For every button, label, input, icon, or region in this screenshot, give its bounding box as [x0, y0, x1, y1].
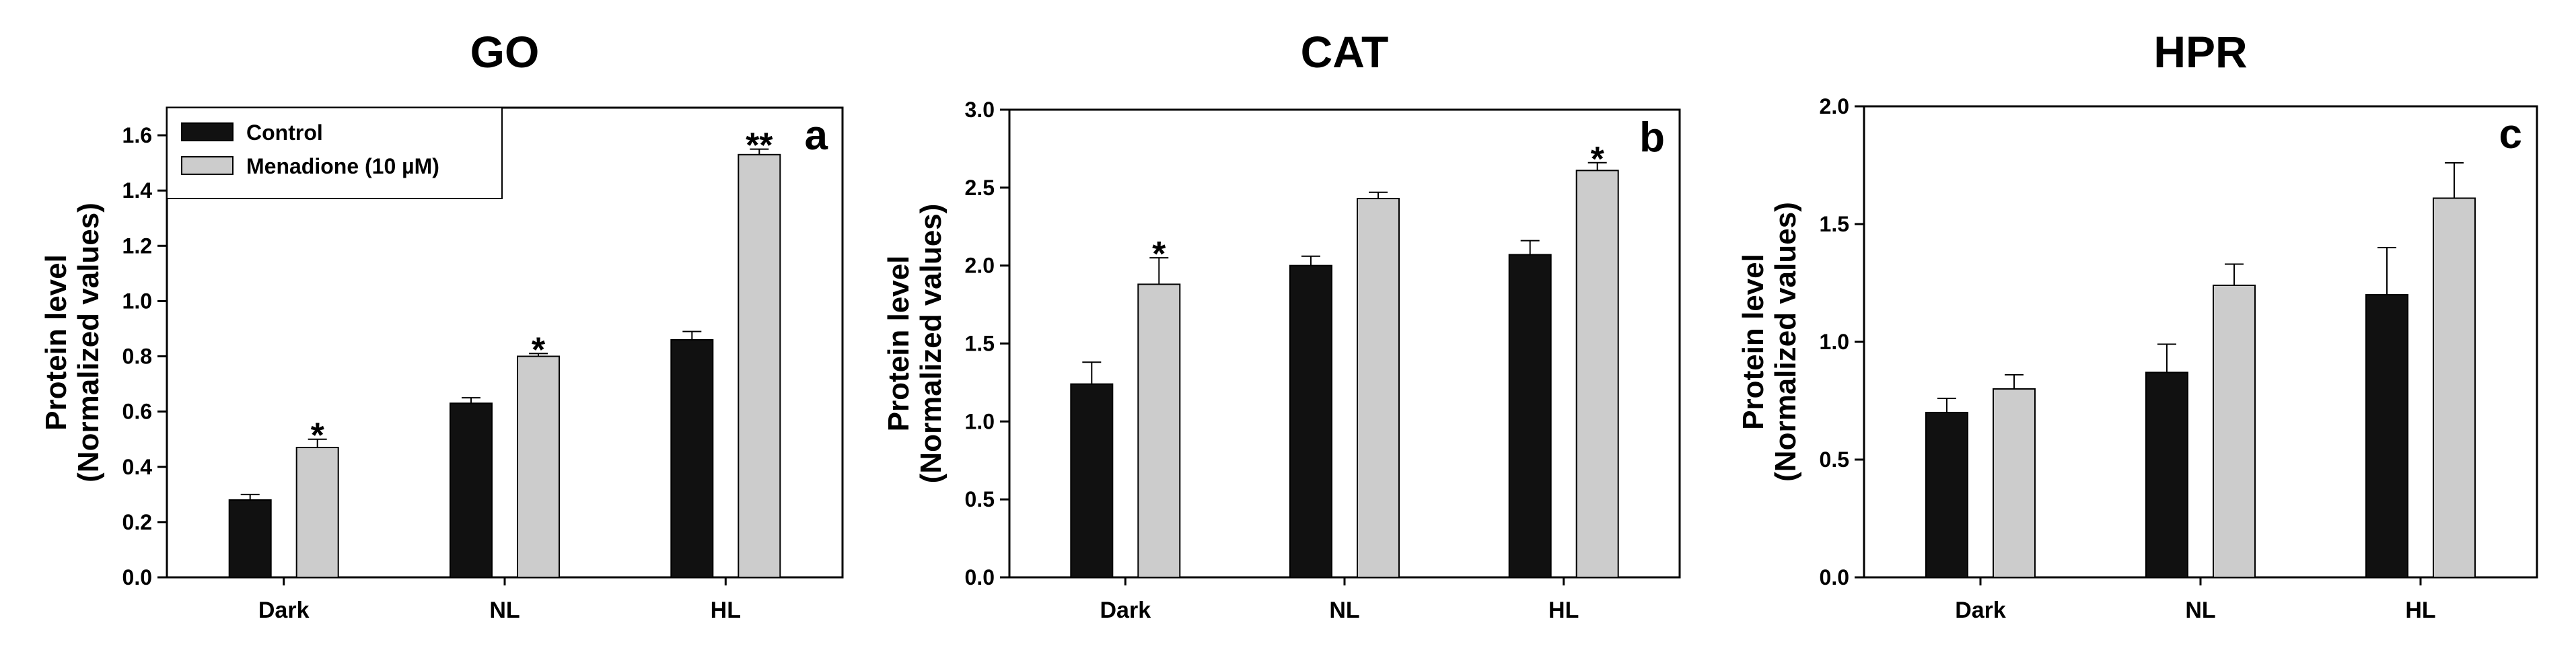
significance-marker: *	[1152, 235, 1166, 274]
y-tick-label: 1.0	[965, 409, 995, 433]
panel-label: c	[2499, 111, 2522, 157]
chart-panel-c: HPR c 0.0 0.5 1.0 1.5 2.0 Protein level(Normali…	[1737, 27, 2538, 623]
y-axis-label-line2: (Normalized values)	[72, 203, 105, 482]
bar-control	[1508, 254, 1552, 578]
legend-label-menadione: Menadione (10 µM)	[246, 154, 439, 178]
y-axis-label-line1: Protein level	[882, 256, 915, 432]
y-tick-label: 2.0	[1820, 94, 1849, 118]
y-tick-label: 1.4	[122, 178, 153, 203]
x-tick-label: HL	[711, 598, 741, 623]
y-tick-label: 0.8	[122, 345, 152, 369]
bar-control	[228, 499, 272, 578]
significance-marker: *	[311, 417, 325, 456]
y-tick-label: 2.0	[965, 254, 995, 278]
panel-label: b	[1639, 114, 1665, 161]
bar-menadione	[295, 447, 339, 579]
significance-marker: *	[532, 330, 546, 369]
legend-label-control: Control	[246, 120, 323, 145]
y-tick-label: 3.0	[965, 98, 995, 122]
bar-control	[670, 338, 714, 578]
y-tick-label: 0.4	[122, 455, 153, 479]
bar-control	[1070, 383, 1114, 578]
y-tick-label: 1.0	[1820, 330, 1849, 354]
y-tick-label: 1.0	[122, 289, 152, 313]
chart-title: GO	[470, 27, 540, 77]
panel-label: a	[805, 112, 828, 159]
x-tick-label: NL	[1329, 598, 1359, 623]
y-axis-label-line2: (Normalized values)	[1769, 202, 1802, 482]
bar-control	[1925, 412, 1968, 578]
y-tick-label: 0.0	[1820, 565, 1849, 589]
significance-marker: *	[1591, 140, 1605, 179]
y-tick-label: 2.5	[965, 176, 995, 200]
y-tick-label: 0.0	[122, 565, 152, 589]
bar-menadione	[738, 153, 781, 579]
y-tick-label: 0.5	[1820, 447, 1849, 472]
bar-control	[450, 402, 493, 578]
y-tick-label: 1.6	[122, 123, 152, 147]
significance-marker: **	[746, 127, 773, 166]
y-tick-label: 0.0	[965, 565, 995, 589]
legend-swatch-control	[181, 122, 234, 141]
y-tick-label: 0.2	[122, 510, 152, 534]
chart-title: HPR	[2153, 27, 2247, 77]
chart-panel-a: GO a 0.0 0.2 0.4 0.6 0.8 1.0 1.2 1.4 1.6 Protein le…	[40, 27, 844, 623]
y-tick-label: 0.6	[122, 400, 152, 424]
bar-menadione	[1137, 283, 1181, 578]
y-tick-label: 0.5	[965, 487, 995, 511]
x-tick-label: NL	[2185, 598, 2215, 623]
y-tick-label: 1.5	[1820, 212, 1849, 236]
bar-menadione	[1993, 388, 2036, 578]
x-tick-label: Dark	[1100, 598, 1151, 623]
x-tick-label: Dark	[1955, 598, 2006, 623]
x-tick-label: HL	[2405, 598, 2435, 623]
bar-menadione	[1357, 198, 1400, 578]
bar-control	[2365, 294, 2408, 578]
y-tick-label: 1.5	[965, 332, 995, 356]
y-axis-label-line1: Protein level	[40, 254, 73, 431]
legend-box	[166, 107, 503, 199]
bar-menadione	[1575, 170, 1619, 579]
x-tick-label: Dark	[258, 598, 310, 623]
x-tick-label: NL	[489, 598, 520, 623]
bar-menadione	[2213, 285, 2256, 578]
y-tick-label: 1.2	[122, 233, 152, 258]
y-axis-label-line2: (Normalized values)	[915, 204, 947, 484]
y-axis-label: Protein level(Normalized values)	[1737, 202, 1802, 482]
bar-control	[2145, 371, 2188, 578]
chart-title: CAT	[1301, 27, 1389, 77]
y-axis-label-line1: Protein level	[1737, 254, 1770, 430]
y-axis-label: Protein level(Normalized values)	[40, 203, 105, 482]
bar-menadione	[517, 355, 560, 578]
chart-panel-b: CAT b 0.0 0.5 1.0 1.5 2.0 2.5 3.0 Protein level(N…	[882, 27, 1681, 623]
legend-swatch-menadione	[181, 156, 234, 175]
bar-menadione	[2433, 197, 2476, 578]
y-axis-label: Protein level(Normalized values)	[882, 204, 947, 484]
x-tick-label: HL	[1548, 598, 1579, 623]
bar-control	[1289, 264, 1332, 578]
